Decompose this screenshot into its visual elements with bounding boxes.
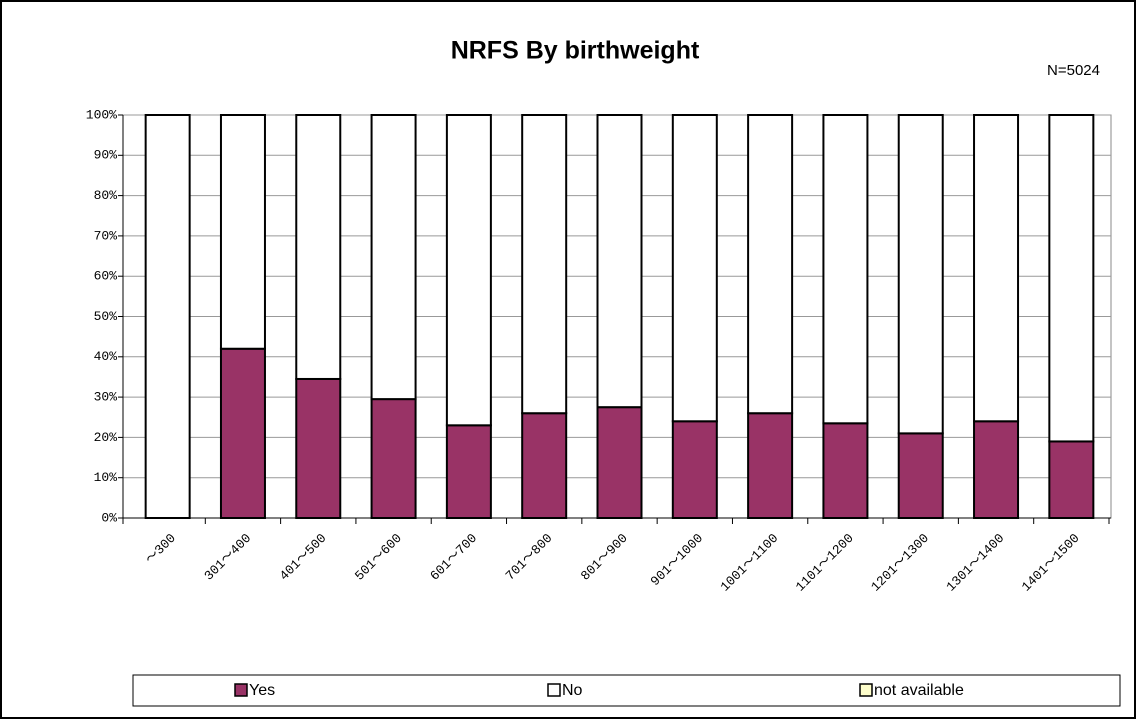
- bar-segment: [897, 432, 944, 519]
- annotation: N=5024: [1047, 62, 1100, 79]
- bar-segment: [596, 114, 643, 409]
- bar-segment: [370, 398, 417, 519]
- bar-segment: [445, 114, 492, 427]
- bar-segment: [144, 114, 191, 519]
- bar-segment: [370, 114, 417, 401]
- legend-label: No: [562, 682, 583, 699]
- legend-swatch: [234, 683, 248, 697]
- legend-swatch: [859, 683, 873, 697]
- y-tick-label: 90%: [94, 148, 118, 163]
- bar-segment: [1048, 440, 1095, 519]
- y-tick-label: 100%: [86, 107, 117, 122]
- bar-segment: [747, 412, 794, 519]
- bar-segment: [973, 114, 1020, 423]
- bar-segment: [671, 114, 718, 423]
- y-tick-label: 70%: [94, 228, 118, 243]
- y-tick-label: 50%: [94, 309, 118, 324]
- bar-segment: [295, 377, 342, 519]
- y-tick-label: 20%: [94, 430, 118, 445]
- bar-segment: [596, 406, 643, 519]
- y-tick-label: 30%: [94, 390, 118, 405]
- bar-segment: [897, 114, 944, 435]
- bar-segment: [521, 114, 568, 415]
- legend-label: Yes: [249, 682, 275, 699]
- chart-title: NRFS By birthweight: [451, 37, 700, 65]
- y-tick-label: 60%: [94, 269, 118, 284]
- bar-segment: [521, 412, 568, 519]
- bar-segment: [822, 422, 869, 520]
- bar-segment: [1048, 114, 1095, 443]
- bar-segment: [822, 114, 869, 425]
- bar-segment: [295, 114, 342, 380]
- bar-segment: [219, 347, 266, 519]
- legend-swatch: [547, 683, 561, 697]
- legend: [132, 674, 1121, 707]
- y-tick-label: 80%: [94, 188, 118, 203]
- y-tick-label: 10%: [94, 470, 118, 485]
- legend-label: not available: [874, 682, 964, 699]
- bar-segment: [671, 420, 718, 519]
- bar-segment: [445, 424, 492, 519]
- y-tick-label: 40%: [94, 349, 118, 364]
- bar-segment: [973, 420, 1020, 519]
- bar-segment: [747, 114, 794, 415]
- bar-segment: [219, 114, 266, 350]
- y-tick-label: 0%: [101, 510, 117, 525]
